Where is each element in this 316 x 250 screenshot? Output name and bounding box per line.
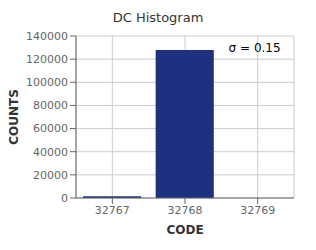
svg-text:0: 0 bbox=[61, 192, 68, 205]
svg-text:100000: 100000 bbox=[26, 76, 68, 89]
svg-text:32768: 32768 bbox=[168, 204, 203, 217]
svg-text:σ = 0.15: σ = 0.15 bbox=[229, 41, 281, 55]
svg-text:CODE: CODE bbox=[166, 223, 203, 237]
html-text:DC Histogram: DC Histogram bbox=[112, 10, 204, 25]
svg-text:32769: 32769 bbox=[240, 204, 275, 217]
svg-text:140000: 140000 bbox=[26, 30, 68, 43]
svg-text:COUNTS: COUNTS bbox=[8, 89, 21, 145]
svg-text:60000: 60000 bbox=[33, 122, 68, 135]
svg-text:80000: 80000 bbox=[33, 99, 68, 112]
svg-text:20000: 20000 bbox=[33, 169, 68, 182]
svg-text:40000: 40000 bbox=[33, 146, 68, 159]
svg-text:120000: 120000 bbox=[26, 53, 68, 66]
svg-text:32767: 32767 bbox=[95, 204, 130, 217]
